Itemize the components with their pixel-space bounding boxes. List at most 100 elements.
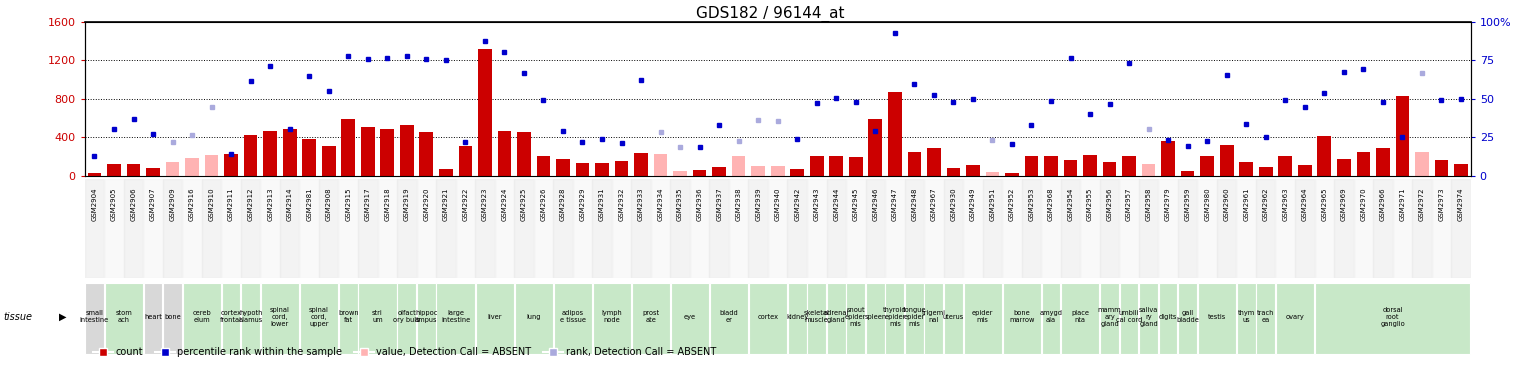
Bar: [651, 179, 670, 278]
Bar: [944, 179, 962, 278]
Bar: [85, 283, 103, 354]
Bar: [1061, 179, 1080, 278]
Bar: [849, 157, 862, 176]
Bar: [654, 154, 667, 176]
Text: stom
ach: stom ach: [116, 310, 132, 324]
Bar: [673, 171, 687, 176]
Bar: [436, 283, 474, 354]
Bar: [614, 161, 628, 176]
Bar: [1432, 179, 1451, 278]
Bar: [634, 153, 648, 176]
Text: GSM2920: GSM2920: [424, 187, 430, 221]
Bar: [1377, 148, 1389, 176]
Text: GSM2947: GSM2947: [892, 187, 898, 221]
Bar: [514, 283, 553, 354]
Text: GSM2970: GSM2970: [1360, 187, 1366, 221]
Text: ▶: ▶: [59, 312, 66, 322]
Text: GSM2968: GSM2968: [1049, 187, 1053, 221]
Bar: [514, 179, 534, 278]
Bar: [788, 283, 807, 354]
Bar: [944, 283, 962, 354]
Text: mamm
ary
gland: mamm ary gland: [1098, 307, 1121, 327]
Bar: [1080, 179, 1100, 278]
Bar: [964, 283, 1003, 354]
Text: olfact
ory bulb: olfact ory bulb: [393, 310, 420, 324]
Text: gall
bladde: gall bladde: [1177, 310, 1200, 324]
Bar: [927, 148, 941, 176]
Bar: [593, 179, 611, 278]
Bar: [710, 179, 728, 278]
Bar: [1220, 145, 1234, 176]
Bar: [1392, 179, 1412, 278]
Text: GSM2939: GSM2939: [755, 187, 761, 221]
Text: prost
ate: prost ate: [642, 310, 659, 324]
Text: GSM2979: GSM2979: [1166, 187, 1170, 221]
Text: thym
us: thym us: [1238, 310, 1255, 324]
Bar: [710, 283, 748, 354]
Bar: [1181, 171, 1195, 176]
Bar: [1178, 283, 1197, 354]
Bar: [1158, 179, 1178, 278]
Text: kidney: kidney: [785, 314, 808, 320]
Text: epider
mis: epider mis: [972, 310, 993, 324]
Text: GSM2948: GSM2948: [912, 187, 918, 221]
Bar: [439, 169, 453, 176]
Text: testis: testis: [1207, 314, 1226, 320]
Bar: [1103, 162, 1116, 176]
Bar: [1237, 179, 1257, 278]
Text: GSM2943: GSM2943: [813, 187, 819, 221]
Bar: [810, 157, 824, 176]
Text: GSM2911: GSM2911: [228, 187, 234, 221]
Bar: [280, 179, 299, 278]
Bar: [889, 92, 901, 176]
Text: digits: digits: [1160, 314, 1177, 320]
Text: GSM2909: GSM2909: [169, 187, 176, 221]
Bar: [260, 283, 299, 354]
Text: GSM2933: GSM2933: [638, 187, 644, 221]
Bar: [263, 131, 277, 176]
Bar: [459, 146, 473, 176]
Bar: [924, 283, 942, 354]
Bar: [477, 49, 491, 176]
Text: GSM2974: GSM2974: [1458, 187, 1465, 221]
Bar: [1198, 283, 1237, 354]
Text: GSM2940: GSM2940: [775, 187, 781, 221]
Bar: [143, 179, 163, 278]
Bar: [260, 179, 280, 278]
Bar: [869, 119, 882, 176]
Text: GSM2981: GSM2981: [306, 187, 313, 221]
Bar: [1357, 152, 1371, 176]
Text: spinal
cord,
lower: spinal cord, lower: [270, 307, 290, 327]
Bar: [339, 179, 357, 278]
Text: GSM2973: GSM2973: [1438, 187, 1445, 221]
Text: spinal
cord,
upper: spinal cord, upper: [310, 307, 330, 327]
Bar: [1298, 165, 1312, 176]
Bar: [1120, 179, 1140, 278]
Bar: [631, 179, 651, 278]
Bar: [807, 283, 825, 354]
Bar: [1395, 96, 1409, 176]
Bar: [1158, 283, 1178, 354]
Text: GSM2917: GSM2917: [365, 187, 371, 221]
Bar: [713, 167, 725, 176]
Bar: [419, 132, 433, 176]
Text: lymph
node: lymph node: [602, 310, 622, 324]
Bar: [1454, 164, 1468, 176]
Text: GSM2945: GSM2945: [853, 187, 859, 221]
Bar: [123, 179, 143, 278]
Bar: [85, 179, 105, 278]
Bar: [1064, 160, 1078, 176]
Bar: [1006, 173, 1019, 176]
Text: thyroid
epider
mis: thyroid epider mis: [882, 307, 907, 327]
Bar: [1275, 283, 1314, 354]
Bar: [1021, 179, 1041, 278]
Bar: [105, 283, 143, 354]
Bar: [865, 283, 884, 354]
Bar: [1451, 179, 1471, 278]
Bar: [986, 172, 999, 176]
Text: GSM2913: GSM2913: [266, 187, 273, 221]
Bar: [105, 179, 123, 278]
Text: GSM2955: GSM2955: [1087, 187, 1093, 221]
Bar: [1024, 157, 1038, 176]
Bar: [183, 283, 220, 354]
